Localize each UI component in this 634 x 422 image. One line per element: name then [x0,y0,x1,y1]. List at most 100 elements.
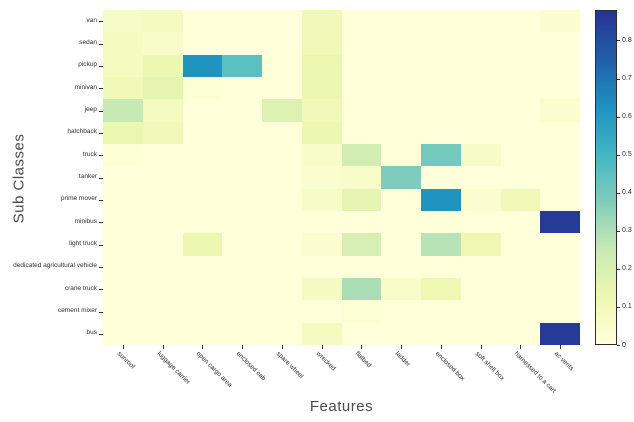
heatmap-cell [103,99,143,122]
heatmap-cell [341,188,382,211]
heatmap-cell [381,99,421,122]
heatmap-cell [381,233,421,256]
heatmap-cell [421,54,461,77]
heatmap-cell [182,166,223,189]
heatmap-cell [262,255,302,278]
y-tick-mark [99,266,103,268]
heatmap-cell [262,32,302,55]
y-tick-mark [99,43,103,45]
heatmap-cell [301,32,342,55]
heatmap-cell [421,322,461,345]
colorbar-tick-mark [617,345,620,346]
y-axis-label: jeep [84,106,97,113]
heatmap-cell [301,322,342,345]
heatmap-cell [301,166,342,189]
heatmap-cell [222,188,262,211]
heatmap-cell [341,255,382,278]
heatmap-cell [500,77,541,100]
x-tick-mark [440,345,442,349]
y-tick-mark [99,199,103,201]
heatmap-cell [381,322,421,345]
heatmap-cell [262,144,302,167]
heatmap-cell [500,121,541,144]
heatmap-cell [500,188,541,211]
y-axis-label: hatchback [67,128,97,136]
y-axis-label: minivan [74,83,97,91]
heatmap-cell [460,322,501,345]
heatmap-cell [222,54,262,77]
x-tick-mark [281,345,283,349]
y-tick-mark [99,65,103,67]
heatmap-cell [540,300,580,323]
heatmap-cell [421,255,461,278]
y-tick-mark [99,88,103,90]
heatmap-cell [301,99,342,122]
heatmap-cell [142,77,183,100]
colorbar-tick-label: 0.4 [622,189,632,197]
y-axis-label: truck [82,150,97,158]
x-axis-label: ac vents [552,350,575,373]
colorbar-tick-label: 0.6 [622,113,632,121]
heatmap-cell [142,144,183,167]
heatmap-cell [500,322,541,345]
heatmap-cell [341,121,382,144]
heatmap-cell [460,233,501,256]
heatmap-cell [421,121,461,144]
colorbar-tick-label: 0.2 [622,265,632,273]
heatmap-cell [142,278,183,301]
x-axis-label: luggage carrier [155,350,191,386]
heatmap-cell [341,300,382,323]
colorbar-tick-label: 0 [622,341,626,349]
heatmap-cell [500,144,541,167]
y-tick-mark [99,110,103,112]
y-axis-label: dedicated agricultural vehicle [13,262,97,270]
heatmap-cell [262,54,302,77]
colorbar [595,10,617,345]
colorbar-tick-mark [617,192,620,194]
heatmap-cell [103,188,143,211]
heatmap-cell [381,188,421,211]
colorbar-tick-mark [617,154,620,156]
x-tick-mark [560,345,562,349]
x-tick-mark [202,345,204,349]
heatmap-cell [460,54,501,77]
heatmap-cell [540,188,580,211]
heatmap-cell [381,166,421,189]
heatmap-cell [460,255,501,278]
heatmap-cell [381,32,421,55]
heatmap-cell [500,300,541,323]
heatmap-cell [182,32,223,55]
x-axis-label: harnessed to a cart [513,350,558,395]
x-axis-label: wrecked [314,350,337,373]
x-axis-label: ladder [393,350,412,369]
heatmap-cell [142,32,183,55]
heatmap-cell [222,144,262,167]
heatmap-cell [421,211,461,234]
y-tick-mark [99,311,103,313]
heatmap-cell [341,10,382,33]
heatmap-cell [182,322,223,345]
heatmap-cell [301,278,342,301]
heatmap-cell [222,300,262,323]
heatmap-cell [222,211,262,234]
heatmap-cell [142,99,183,122]
x-axis-label: open cargo area [195,350,234,389]
heatmap-cell [460,144,501,167]
heatmap-cell [262,188,302,211]
heatmap-cell [460,278,501,301]
heatmap-cell [103,54,143,77]
heatmap-cell [540,255,580,278]
heatmap-cell [540,233,580,256]
colorbar-tick-mark [617,78,620,80]
x-axis-label: flatbed [354,350,373,370]
heatmap-cell [341,32,382,55]
heatmap-cell [540,77,580,100]
x-axis-label: enclosed cab [234,350,267,383]
heatmap-cell [381,278,421,301]
heatmap-cell [341,322,382,345]
heatmap-cell [222,99,262,122]
heatmap-cell [142,166,183,189]
heatmap-cell [421,144,461,167]
x-tick-mark [480,345,482,349]
heatmap-cell [262,10,302,33]
